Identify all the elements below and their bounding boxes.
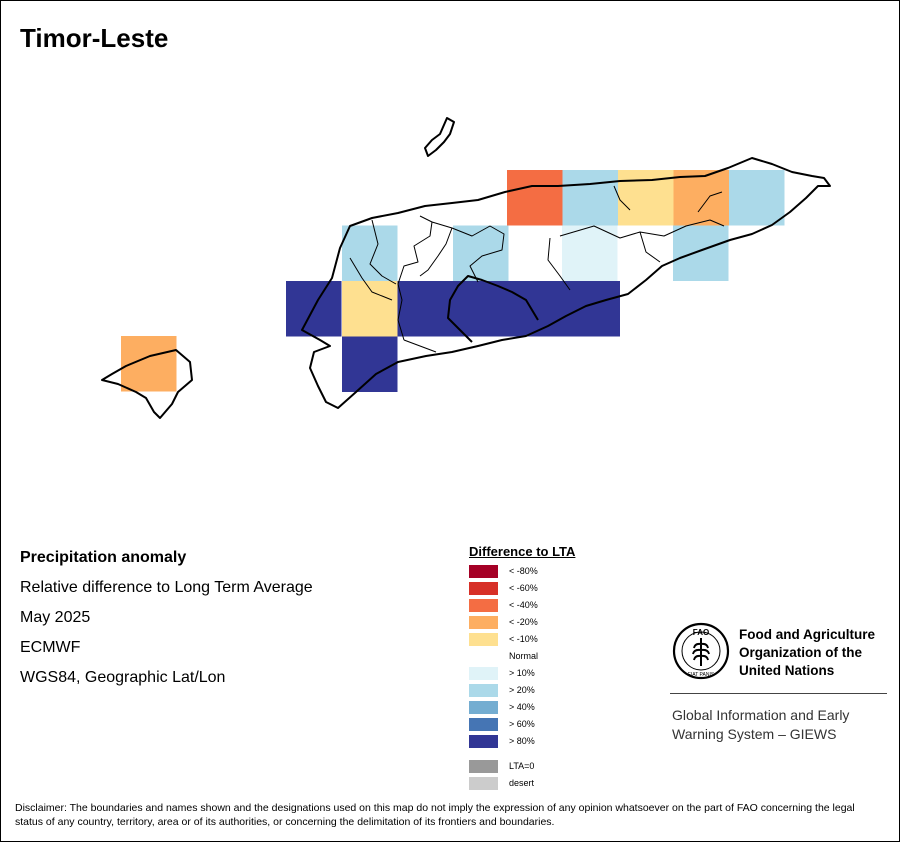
legend-swatch	[469, 582, 498, 595]
international-border	[447, 275, 539, 343]
legend-swatch	[469, 650, 498, 663]
legend-item: > 20%	[469, 683, 575, 700]
legend-item: > 40%	[469, 700, 575, 717]
anomaly-cell	[729, 170, 785, 226]
legend-swatch	[469, 565, 498, 578]
atauro-island-outline	[424, 117, 455, 157]
fao-logo-letters: FAO	[693, 628, 709, 637]
legend-item: Normal	[469, 649, 575, 666]
anomaly-cell	[397, 281, 453, 337]
legend-label: < -60%	[509, 583, 538, 593]
legend-swatch	[469, 718, 498, 731]
legend-item: < -60%	[469, 581, 575, 598]
legend-label: < -10%	[509, 634, 538, 644]
giews-name: Global Information and Early Warning Sys…	[672, 707, 850, 742]
legend-extra-item: LTA=0	[469, 759, 575, 776]
anomaly-cell	[509, 281, 565, 337]
info-projection: WGS84, Geographic Lat/Lon	[20, 669, 226, 686]
anomaly-cell	[342, 336, 398, 392]
legend-title: Difference to LTA	[469, 544, 576, 559]
legend-label: > 80%	[509, 736, 535, 746]
oecusse-enclave-outline	[101, 349, 193, 419]
legend-swatch	[469, 667, 498, 680]
legend-label: > 10%	[509, 668, 535, 678]
district-boundaries	[349, 185, 725, 353]
anomaly-cell	[564, 281, 620, 337]
legend-label: Normal	[509, 651, 539, 661]
legend-label: desert	[509, 778, 535, 788]
fao-divider	[670, 693, 887, 694]
anomaly-cell	[342, 225, 398, 281]
anomaly-cell	[562, 170, 618, 226]
legend-swatch	[469, 684, 498, 697]
anomaly-cell	[453, 225, 509, 281]
anomaly-cell	[673, 225, 729, 281]
anomaly-cell	[453, 281, 509, 337]
legend-extra-item: desert	[469, 776, 575, 793]
legend-label: > 40%	[509, 702, 535, 712]
anomaly-cell	[673, 170, 729, 226]
legend-swatch	[469, 616, 498, 629]
legend-label: < -20%	[509, 617, 538, 627]
map-title: Timor-Leste	[20, 23, 168, 53]
legend-label: < -40%	[509, 600, 538, 610]
legend-items: < -80% < -60% < -40% < -20% < -10% Normal > 10…	[469, 564, 575, 751]
legend-item: > 60%	[469, 717, 575, 734]
legend-swatch	[469, 760, 498, 773]
map-info: Precipitation anomaly Relative differenc…	[20, 548, 313, 698]
map-canvas: Timor-Leste	[20, 23, 831, 419]
fao-logo-icon: FAO FIAT PANIS	[672, 622, 730, 680]
legend-item: > 10%	[469, 666, 575, 683]
anomaly-cell	[342, 281, 398, 337]
fao-name: Food and Agriculture Organization of the…	[739, 627, 875, 678]
boundaries	[101, 117, 831, 419]
legend-item: < -40%	[469, 598, 575, 615]
legend-item: > 80%	[469, 734, 575, 751]
legend-label: > 20%	[509, 685, 535, 695]
legend-swatch	[469, 735, 498, 748]
legend: Difference to LTA < -80% < -60% < -40% < -2…	[469, 544, 575, 793]
info-title: Precipitation anomaly	[20, 549, 187, 566]
anomaly-cell	[507, 170, 563, 226]
info-subtitle: Relative difference to Long Term Average	[20, 579, 313, 596]
legend-item: < -80%	[469, 564, 575, 581]
legend-swatch	[469, 777, 498, 790]
legend-swatch	[469, 633, 498, 646]
legend-item: < -20%	[469, 615, 575, 632]
legend-item: < -10%	[469, 632, 575, 649]
info-source: ECMWF	[20, 639, 81, 656]
legend-swatch	[469, 599, 498, 612]
legend-extra-items: LTA=0 desert	[469, 759, 575, 793]
legend-label: < -80%	[509, 566, 538, 576]
main-island-outline	[301, 157, 831, 409]
legend-label: LTA=0	[509, 761, 535, 771]
disclaimer: Disclaimer: The boundaries and names sho…	[15, 802, 855, 828]
info-period: May 2025	[20, 609, 91, 626]
legend-label: > 60%	[509, 719, 535, 729]
legend-swatch	[469, 701, 498, 714]
anomaly-cell	[562, 225, 618, 281]
fao-logo-motto: FIAT PANIS	[688, 672, 715, 678]
